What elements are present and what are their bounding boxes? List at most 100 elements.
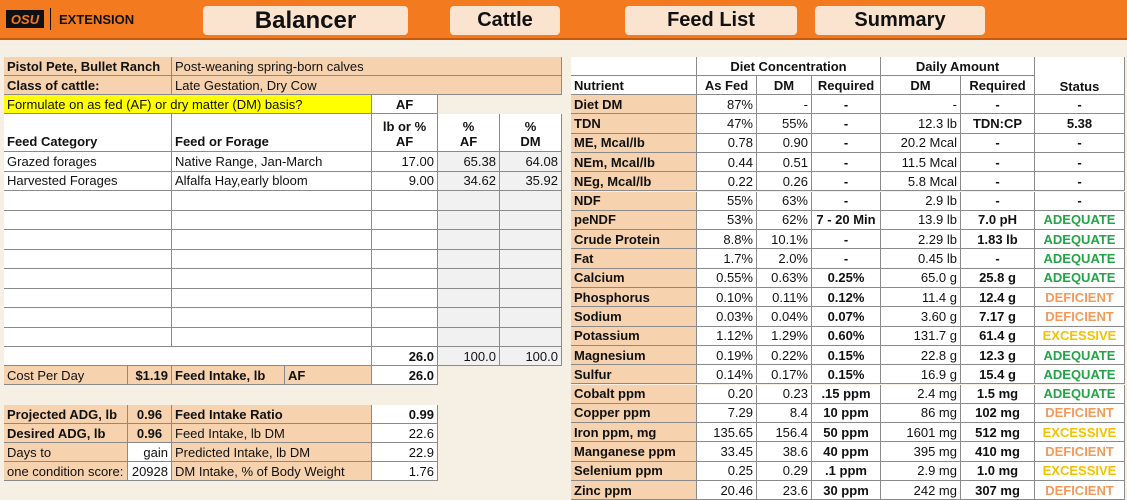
nutrient-cell: 5.38 — [1035, 114, 1125, 134]
nutrient-cell: 65.0 g — [881, 268, 961, 288]
nutrient-cell: Magnesium — [571, 345, 697, 366]
nutrient-cell: 0.55% — [697, 268, 757, 288]
nutrient-cell: 47% — [697, 114, 757, 134]
nutrient-cell: 3.60 g — [881, 307, 961, 327]
nutrient-cell: 0.51 — [757, 152, 812, 173]
nutrient-cell: Manganese ppm — [571, 442, 697, 462]
nutrient-cell: 0.60% — [812, 326, 881, 346]
nutrient-cell: 0.22 — [697, 172, 757, 192]
column-header: DM — [881, 76, 961, 95]
feed-cell: 35.92 — [500, 171, 562, 191]
feed-cell — [4, 191, 172, 211]
nutrient-cell: 2.9 lb — [881, 191, 961, 211]
feed-cell — [438, 249, 500, 269]
nutrient-cell: ADEQUATE — [1035, 384, 1125, 404]
performance-value: 0.96 — [128, 405, 172, 424]
nutrient-cell: NDF — [571, 191, 697, 211]
intake-value: 1.76 — [372, 462, 438, 481]
cost-cell: 26.0 — [372, 366, 438, 385]
nutrient-cell: Copper ppm — [571, 403, 697, 424]
nutrient-cell: 2.29 lb — [881, 230, 961, 250]
nutrient-cell: - — [961, 249, 1035, 269]
nutrient-cell: DEFICIENT — [1035, 307, 1125, 327]
nutrient-cell: - — [812, 249, 881, 269]
nutrient-cell: 0.90 — [757, 133, 812, 153]
feed-cell — [438, 191, 500, 211]
logo: OSU — [6, 10, 44, 28]
nutrient-cell: ADEQUATE — [1035, 210, 1125, 231]
nutrient-cell: 40 ppm — [812, 442, 881, 462]
nutrient-cell: ME, Mcal/lb — [571, 133, 697, 153]
nutrient-cell: 0.10% — [697, 288, 757, 308]
nutrient-cell: 62% — [757, 210, 812, 231]
tab[interactable]: Feed List — [625, 6, 797, 35]
column-header: Status — [1035, 57, 1125, 95]
feed-cell — [438, 288, 500, 308]
feed-cell — [500, 191, 562, 211]
tab[interactable]: Cattle — [450, 6, 560, 35]
nutrient-cell: Calcium — [571, 268, 697, 288]
header-line: Feed or Forage — [175, 134, 269, 149]
nutrient-cell: 0.44 — [697, 152, 757, 173]
group-header: Diet Concentration — [697, 57, 881, 76]
tab[interactable]: Balancer — [203, 6, 408, 35]
performance-label: one condition score: — [4, 462, 128, 481]
intake-label: Predicted Intake, lb DM — [172, 443, 372, 462]
nutrient-cell: 53% — [697, 210, 757, 231]
total-cell: 100.0 — [438, 347, 500, 366]
cost-cell: Feed Intake, lb — [172, 366, 285, 385]
feed-cell — [438, 269, 500, 289]
feed-cell: 65.38 — [438, 152, 500, 172]
nutrient-cell: EXCESSIVE — [1035, 461, 1125, 481]
nutrient-cell: - — [757, 95, 812, 115]
nutrient-cell: 0.15% — [812, 345, 881, 366]
nutrient-cell: 30 ppm — [812, 481, 881, 500]
nutrient-cell: - — [1035, 152, 1125, 173]
nutrient-cell: 0.45 lb — [881, 249, 961, 269]
totals-blank — [4, 347, 372, 366]
nutrient-cell: - — [1035, 172, 1125, 192]
header-line: DM — [520, 134, 541, 149]
nutrient-cell: 23.6 — [757, 481, 812, 500]
feed-cell — [372, 327, 438, 347]
nutrient-cell: 12.4 g — [961, 288, 1035, 308]
nutrient-cell: 0.78 — [697, 133, 757, 153]
nutrient-cell: Cobalt ppm — [571, 384, 697, 404]
nutrient-cell: 0.29 — [757, 461, 812, 481]
feed-cell — [500, 210, 562, 230]
feed-cell — [4, 327, 172, 347]
column-header: % AF — [438, 114, 500, 152]
nutrient-cell: Diet DM — [571, 95, 697, 115]
intake-label: Feed Intake, lb DM — [172, 424, 372, 443]
feed-cell — [172, 288, 372, 308]
ranch-group: Post-weaning spring-born calves — [172, 57, 562, 76]
nutrient-cell: 1.0 mg — [961, 461, 1035, 481]
column-header: lb or % AF — [372, 114, 438, 152]
nutrient-cell: 7.29 — [697, 403, 757, 424]
feed-cell — [500, 230, 562, 250]
header-line: Feed Category — [7, 134, 98, 149]
tab[interactable]: Summary — [815, 6, 985, 35]
performance-value: gain — [128, 443, 172, 462]
basis-value: AF — [372, 95, 438, 114]
nutrient-cell: 20.2 Mcal — [881, 133, 961, 153]
nutrient-cell: 1.7% — [697, 249, 757, 269]
feed-cell — [500, 249, 562, 269]
nutrient-cell: 0.11% — [757, 288, 812, 308]
nutrient-cell: 0.17% — [757, 365, 812, 385]
feed-cell — [172, 249, 372, 269]
nutrient-cell: ADEQUATE — [1035, 230, 1125, 250]
nutrient-cell: peNDF — [571, 210, 697, 231]
nutrient-cell: 12.3 g — [961, 345, 1035, 366]
total-cell: 26.0 — [372, 347, 438, 366]
nutrient-cell: 156.4 — [757, 423, 812, 443]
feed-cell — [4, 210, 172, 230]
intake-value: 22.9 — [372, 443, 438, 462]
intake-value: 22.6 — [372, 424, 438, 443]
feed-cell: Grazed forages — [4, 152, 172, 172]
nutrient-cell: EXCESSIVE — [1035, 326, 1125, 346]
nutrient-cell: 0.63% — [757, 268, 812, 288]
nutrient-cell: 395 mg — [881, 442, 961, 462]
nutrient-cell: 55% — [697, 191, 757, 211]
nutrient-cell: Iron ppm, mg — [571, 423, 697, 443]
